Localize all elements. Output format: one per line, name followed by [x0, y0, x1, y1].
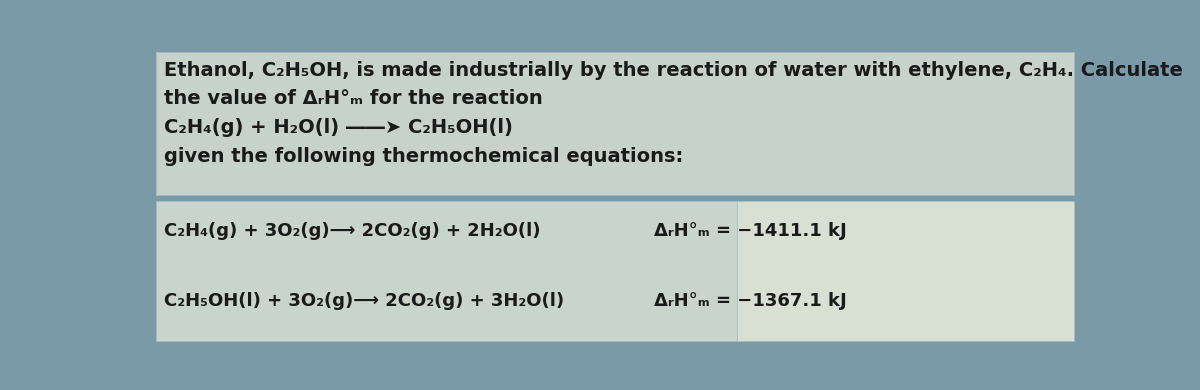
Text: Ethanol, C₂H₅OH, is made industrially by the reaction of water with ethylene, C₂: Ethanol, C₂H₅OH, is made industrially by… [164, 61, 1183, 80]
FancyBboxPatch shape [156, 52, 1074, 195]
Text: C₂H₅OH(l) + 3O₂(g)⟶ 2CO₂(g) + 3H₂O(l): C₂H₅OH(l) + 3O₂(g)⟶ 2CO₂(g) + 3H₂O(l) [164, 292, 564, 310]
FancyBboxPatch shape [156, 201, 738, 341]
Text: ΔᵣH°ₘ = −1367.1 kJ: ΔᵣH°ₘ = −1367.1 kJ [654, 292, 846, 310]
Text: ΔᵣH°ₘ = −1411.1 kJ: ΔᵣH°ₘ = −1411.1 kJ [654, 222, 846, 240]
Text: the value of ΔᵣH°ₘ for the reaction: the value of ΔᵣH°ₘ for the reaction [164, 89, 542, 108]
Text: C₂H₄(g) + 3O₂(g)⟶ 2CO₂(g) + 2H₂O(l): C₂H₄(g) + 3O₂(g)⟶ 2CO₂(g) + 2H₂O(l) [164, 222, 540, 240]
Text: given the following thermochemical equations:: given the following thermochemical equat… [164, 147, 683, 166]
FancyBboxPatch shape [738, 201, 1074, 341]
Text: C₂H₄(g) + H₂O(l) ――➤ C₂H₅OH(l): C₂H₄(g) + H₂O(l) ――➤ C₂H₅OH(l) [164, 118, 512, 136]
